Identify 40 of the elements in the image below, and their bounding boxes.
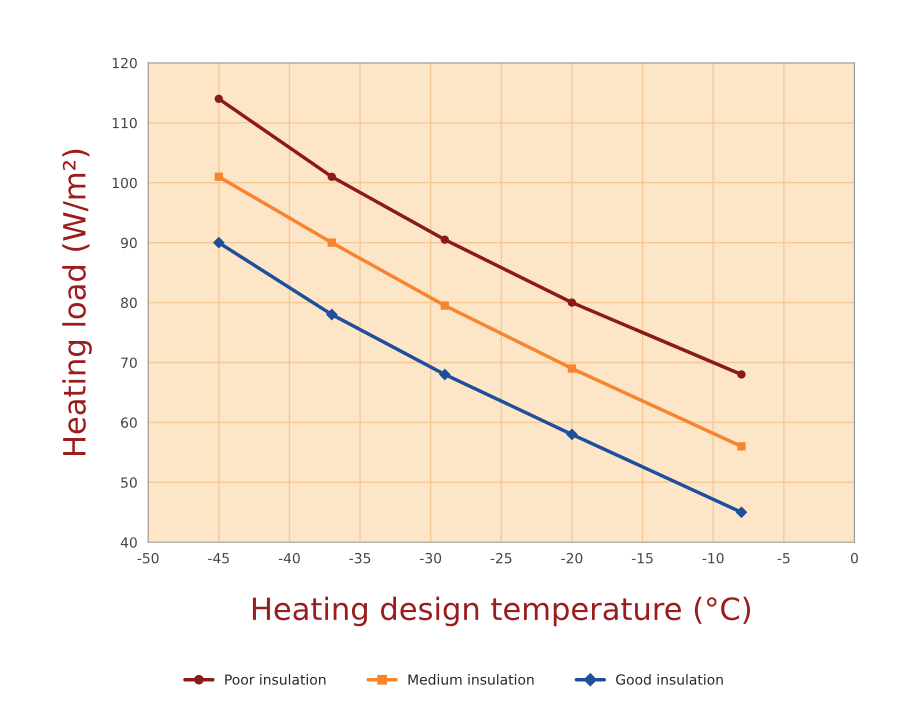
x-tick-label: -30 <box>420 552 442 564</box>
y-tick-label: 70 <box>121 357 137 368</box>
point <box>737 370 746 379</box>
point <box>438 368 451 380</box>
point <box>440 235 449 244</box>
legend-label: Medium insulation <box>408 674 534 685</box>
point <box>326 308 338 320</box>
y-axis-title: Heating load (W/m²) <box>62 150 92 455</box>
point <box>328 238 336 247</box>
y-tick-label: 120 <box>112 58 137 68</box>
point <box>737 442 746 451</box>
x-tick-label: -25 <box>490 552 512 564</box>
y-tick-label: 40 <box>120 537 137 548</box>
point <box>212 236 225 249</box>
y-tick-label: 110 <box>112 118 137 128</box>
point <box>736 506 748 518</box>
y-tick-label: 50 <box>121 477 137 488</box>
x-tick-label: -5 <box>778 553 790 564</box>
x-tick-label: -35 <box>349 552 370 564</box>
y-tick-label: 90 <box>120 238 137 248</box>
x-tick-label: -20 <box>561 552 582 564</box>
x-tick-label: -50 <box>138 552 159 564</box>
legend-label: Poor insulation <box>225 674 326 685</box>
x-axis-title: Heating design temperature (°C) <box>252 596 750 626</box>
x-tick-label: -40 <box>278 552 300 564</box>
point <box>568 298 576 307</box>
x-tick-label: -15 <box>632 553 653 564</box>
x-tick-label: 0 <box>850 552 858 564</box>
point <box>214 172 223 181</box>
point <box>214 94 223 104</box>
y-tick-label: 100 <box>112 178 137 188</box>
y-tick-label: 60 <box>121 417 137 428</box>
point <box>566 428 578 440</box>
x-tick-label: -45 <box>208 553 229 564</box>
point <box>328 172 336 181</box>
point <box>440 301 449 310</box>
legend-label: Good insulation <box>616 674 723 685</box>
x-tick-label: -10 <box>702 552 724 564</box>
y-tick-label: 80 <box>121 298 137 308</box>
point <box>568 364 576 373</box>
